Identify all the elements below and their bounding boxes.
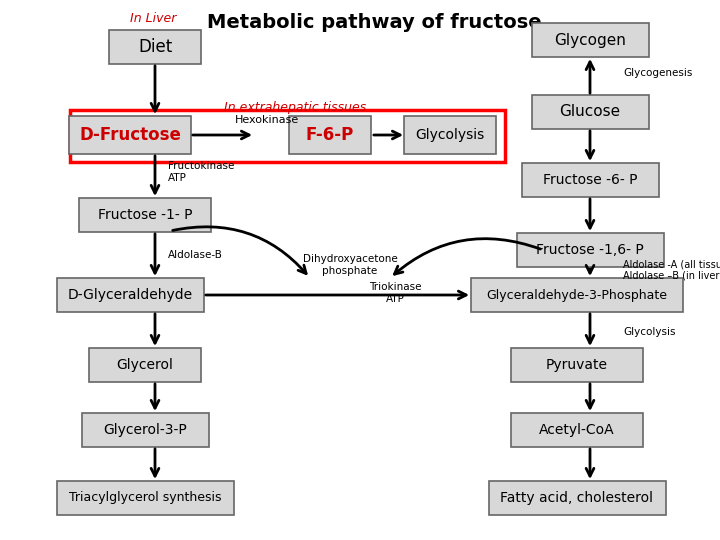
- FancyBboxPatch shape: [79, 198, 211, 232]
- Text: Metabolic pathway of fructose: Metabolic pathway of fructose: [207, 12, 541, 31]
- FancyBboxPatch shape: [516, 233, 664, 267]
- Text: Glycolysis: Glycolysis: [623, 327, 675, 337]
- Text: Fructokinase
ATP: Fructokinase ATP: [168, 161, 235, 183]
- FancyBboxPatch shape: [81, 413, 209, 447]
- FancyBboxPatch shape: [531, 23, 649, 57]
- Text: Glyceraldehyde-3-Phosphate: Glyceraldehyde-3-Phosphate: [487, 288, 667, 301]
- FancyBboxPatch shape: [531, 95, 649, 129]
- Text: Glycerol-3-P: Glycerol-3-P: [103, 423, 187, 437]
- Text: Glucose: Glucose: [559, 105, 621, 119]
- Text: Fructose -1,6- P: Fructose -1,6- P: [536, 243, 644, 257]
- Text: In extrahepatic tissues: In extrahepatic tissues: [224, 102, 366, 114]
- FancyBboxPatch shape: [511, 348, 643, 382]
- FancyBboxPatch shape: [488, 481, 665, 515]
- FancyBboxPatch shape: [89, 348, 201, 382]
- FancyBboxPatch shape: [109, 30, 201, 64]
- Text: Pyruvate: Pyruvate: [546, 358, 608, 372]
- Text: Fructose -6- P: Fructose -6- P: [543, 173, 637, 187]
- FancyBboxPatch shape: [521, 163, 659, 197]
- Text: Dihydroxyacetone
phosphate: Dihydroxyacetone phosphate: [302, 254, 397, 276]
- Text: Aldolase -A (all tissues)
Aldolase –B (in liver): Aldolase -A (all tissues) Aldolase –B (i…: [623, 259, 720, 281]
- Text: Glycolysis: Glycolysis: [415, 128, 485, 142]
- FancyBboxPatch shape: [56, 278, 204, 312]
- Bar: [70, 110, 505, 162]
- Text: Hexokinase: Hexokinase: [235, 115, 299, 125]
- Text: Fructose -1- P: Fructose -1- P: [98, 208, 192, 222]
- Text: F-6-P: F-6-P: [306, 126, 354, 144]
- FancyBboxPatch shape: [56, 481, 233, 515]
- FancyBboxPatch shape: [69, 116, 191, 154]
- Text: Diet: Diet: [138, 38, 172, 56]
- Text: Acetyl-CoA: Acetyl-CoA: [539, 423, 615, 437]
- Text: Glycogenesis: Glycogenesis: [623, 68, 693, 78]
- Text: In Liver: In Liver: [130, 11, 176, 24]
- FancyBboxPatch shape: [511, 413, 643, 447]
- FancyBboxPatch shape: [404, 116, 496, 154]
- FancyBboxPatch shape: [289, 116, 371, 154]
- Text: Glycerol: Glycerol: [117, 358, 174, 372]
- Text: Triokinase
ATP: Triokinase ATP: [369, 282, 421, 304]
- Text: Glycogen: Glycogen: [554, 32, 626, 48]
- Text: Aldolase-B: Aldolase-B: [168, 250, 223, 260]
- FancyBboxPatch shape: [471, 278, 683, 312]
- Text: D-Glyceraldehyde: D-Glyceraldehyde: [68, 288, 192, 302]
- Text: Triacylglycerol synthesis: Triacylglycerol synthesis: [68, 491, 221, 504]
- Text: D-Fructose: D-Fructose: [79, 126, 181, 144]
- Text: Fatty acid, cholesterol: Fatty acid, cholesterol: [500, 491, 654, 505]
